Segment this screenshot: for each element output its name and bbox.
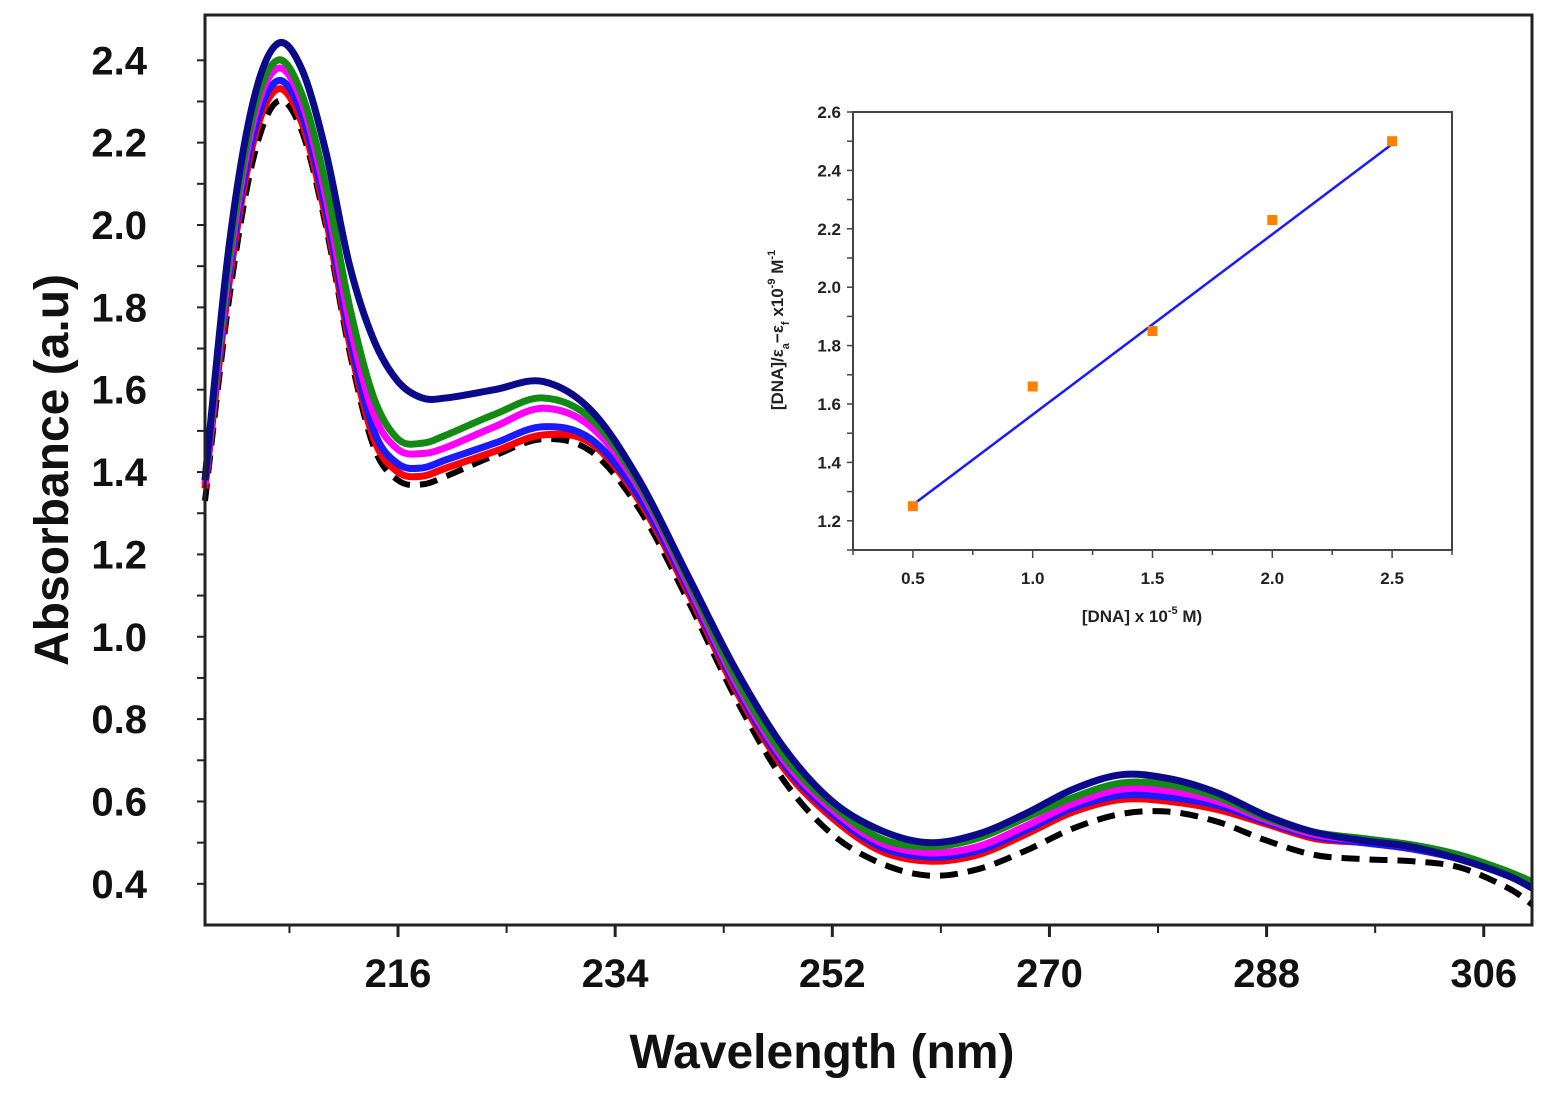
y-axis-label: Absorbance (a.u) xyxy=(26,274,79,666)
inset-y-tick-label: 1.8 xyxy=(817,337,841,356)
y-tick-label: 0.4 xyxy=(91,863,147,907)
inset-data-point xyxy=(907,501,918,512)
inset-y-tick-label: 1.4 xyxy=(817,453,841,472)
y-tick-label: 0.6 xyxy=(91,780,147,824)
inset-x-tick-label: 2.5 xyxy=(1380,569,1404,588)
inset-y-tick-label: 2.4 xyxy=(817,161,841,180)
x-tick-label: 306 xyxy=(1450,952,1517,996)
inset-data-point xyxy=(1027,381,1038,392)
y-tick-label: 2.0 xyxy=(91,204,147,248)
inset-y-tick-label: 1.6 xyxy=(817,395,841,414)
y-tick-label: 1.0 xyxy=(91,616,147,660)
y-tick-label: 2.2 xyxy=(91,122,147,166)
inset-y-axis-label: [DNA]/εa−εf x10-9 M-1 xyxy=(766,250,792,410)
x-tick-label: 216 xyxy=(365,952,432,996)
inset-x-tick-label: 0.5 xyxy=(901,569,925,588)
y-tick-label: 1.4 xyxy=(91,451,147,495)
x-axis-label: Wavelength (nm) xyxy=(630,1026,1015,1079)
y-tick-label: 1.2 xyxy=(91,533,147,577)
inset-x-tick-label: 2.0 xyxy=(1260,569,1284,588)
inset-x-axis-label: [DNA] x 10-5 M) xyxy=(1082,605,1202,626)
x-tick-label: 252 xyxy=(799,952,866,996)
inset-y-tick-label: 2.2 xyxy=(817,220,841,239)
inset-data-point xyxy=(1267,215,1278,226)
inset-y-tick-label: 2.6 xyxy=(817,103,841,122)
inset-x-tick-label: 1.0 xyxy=(1021,569,1045,588)
y-tick-label: 1.8 xyxy=(91,286,147,330)
y-tick-label: 1.6 xyxy=(91,369,147,413)
inset-data-point xyxy=(1147,326,1158,336)
x-tick-label: 270 xyxy=(1016,952,1083,996)
x-tick-label: 234 xyxy=(582,952,649,996)
inset-x-tick-label: 1.5 xyxy=(1141,569,1165,588)
plot-frame xyxy=(203,13,1534,927)
inset-fit-line xyxy=(912,143,1393,506)
series-line-navy xyxy=(201,39,1534,892)
inset-data-point xyxy=(1387,136,1398,147)
y-tick-label: 2.4 xyxy=(91,39,147,83)
x-tick-label: 288 xyxy=(1233,952,1300,996)
inset-y-tick-label: 2.0 xyxy=(817,278,841,297)
y-tick-label: 0.8 xyxy=(91,698,147,742)
inset-y-tick-label: 1.2 xyxy=(817,512,841,531)
